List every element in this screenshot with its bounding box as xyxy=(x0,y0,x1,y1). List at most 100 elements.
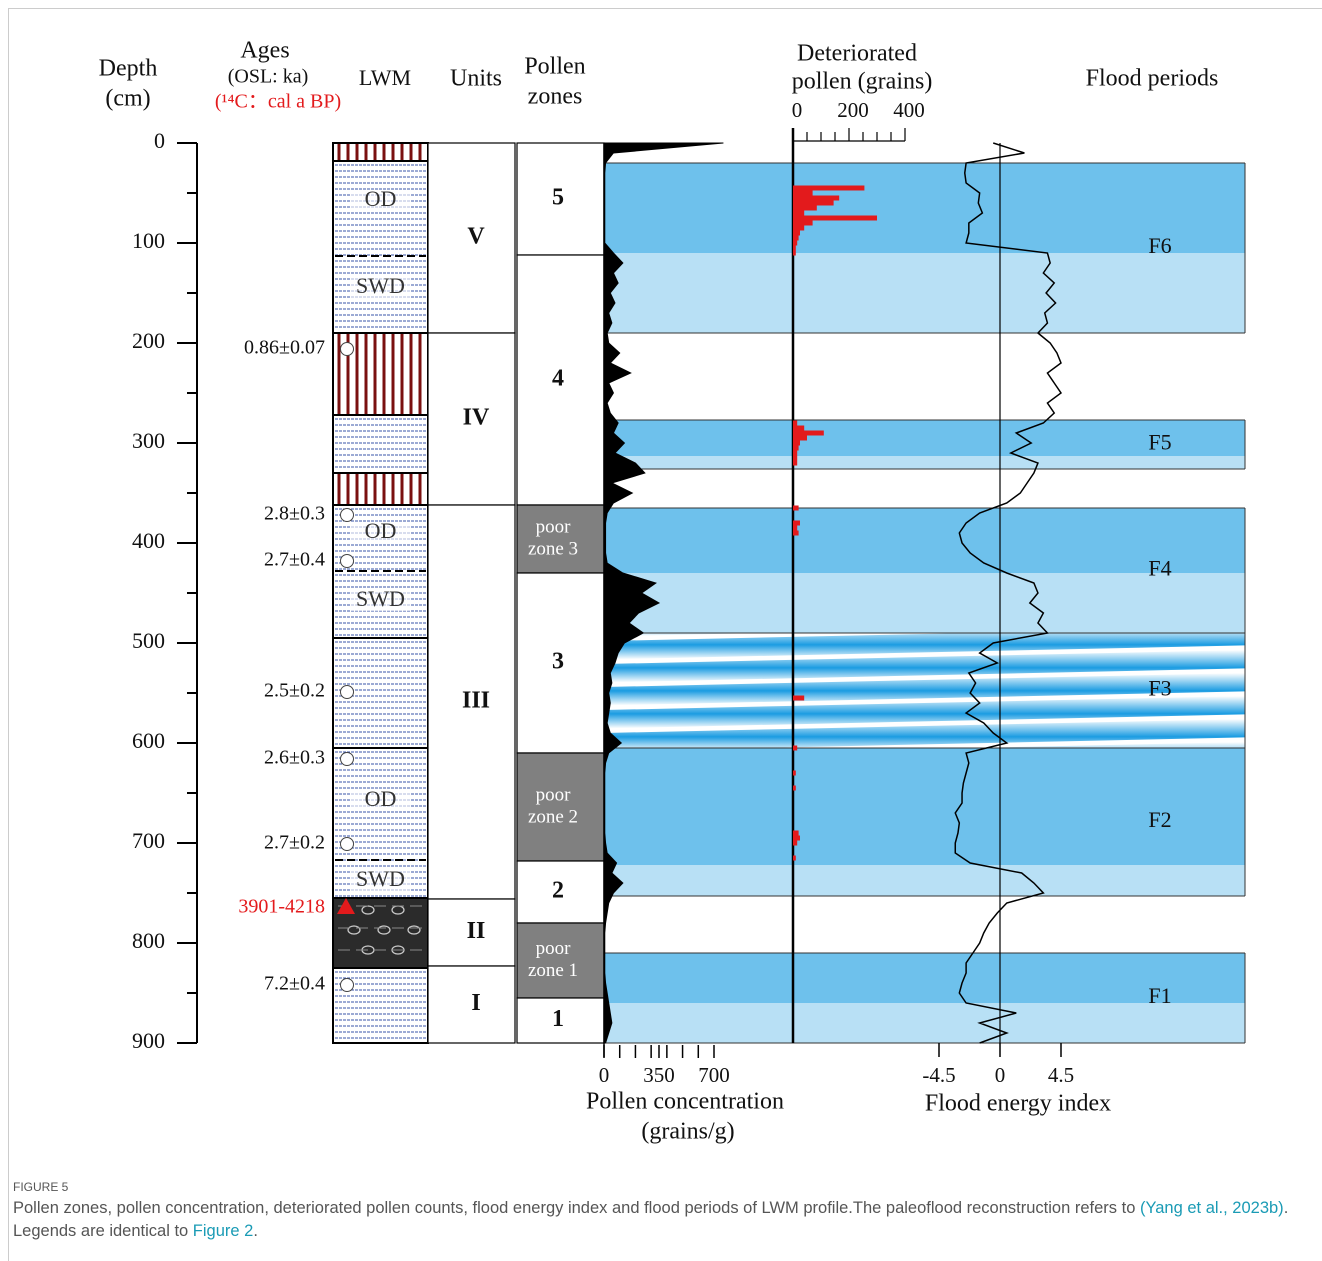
depth-tick-label: 700 xyxy=(132,828,165,853)
flood-tick-label: -4.5 xyxy=(922,1063,955,1087)
caption: FIGURE 5 Pollen zones, pollen concentrat… xyxy=(13,1180,1308,1243)
deteriorated-tick-label: 200 xyxy=(837,98,869,122)
deteriorated-bar xyxy=(793,251,796,256)
header-text: Units xyxy=(450,66,502,92)
lith-layer xyxy=(333,473,428,505)
lith-rect xyxy=(333,415,428,473)
zone-label: poor xyxy=(536,938,572,959)
pollen-tick-label: 0 xyxy=(599,1063,610,1087)
lith-layer xyxy=(333,143,428,161)
deteriorated-bar xyxy=(793,236,799,241)
depth-tick-label: 500 xyxy=(132,628,165,653)
flood-label: F2 xyxy=(1148,807,1171,832)
deteriorated-tick-label: 400 xyxy=(893,98,925,122)
pollen-tick-label: 350 xyxy=(643,1063,675,1087)
header-text: Ages xyxy=(240,38,289,64)
caption-segment: Pollen zones, pollen concentration, dete… xyxy=(13,1199,1140,1217)
deteriorated-bar xyxy=(793,241,797,246)
osl-sample xyxy=(341,686,354,699)
sample-label: 2.5±0.2 xyxy=(264,680,325,702)
lith-label: OD xyxy=(365,518,397,543)
deteriorated-bar xyxy=(793,221,813,226)
deteriorated-bar xyxy=(793,461,797,466)
flood-band-light xyxy=(604,456,1245,469)
header-text: zones xyxy=(528,84,583,110)
header-text: pollen (grains) xyxy=(792,69,933,95)
deteriorated-bar xyxy=(793,186,864,191)
deteriorated-bar xyxy=(793,216,877,221)
deteriorated-bar xyxy=(793,421,797,426)
deteriorated-bar xyxy=(793,531,799,536)
sample-label: 2.8±0.3 xyxy=(264,503,325,525)
figure: Depth (cm) Ages(OSL: ka) (¹⁴C：cal a BP) LWM U… xyxy=(0,0,1322,1170)
zone-label: zone 1 xyxy=(528,960,578,981)
lith-label: SWD xyxy=(356,866,405,891)
deteriorated-bar xyxy=(793,831,799,836)
osl-sample xyxy=(341,509,354,522)
zone-label: 5 xyxy=(552,185,564,211)
deteriorated-bar xyxy=(793,201,834,206)
flood-label: F4 xyxy=(1148,556,1171,581)
header-text: (cm) xyxy=(105,86,150,112)
deteriorated-bar xyxy=(793,436,807,441)
unit-label: III xyxy=(462,688,490,714)
sample-label: 7.2±0.4 xyxy=(264,973,325,995)
header-text: Flood periods xyxy=(1086,66,1219,92)
deteriorated-bar xyxy=(793,841,797,846)
zone-label: zone 3 xyxy=(528,538,578,559)
deteriorated-bar xyxy=(793,521,800,526)
caption-text: Pollen zones, pollen concentration, dete… xyxy=(13,1197,1308,1243)
header-text: Depth xyxy=(99,56,158,82)
flood-label: F5 xyxy=(1148,430,1171,455)
deteriorated-bar xyxy=(793,506,799,511)
sample-label: 2.7±0.2 xyxy=(264,832,325,854)
sample-label: 2.7±0.4 xyxy=(264,549,325,571)
unit-label: II xyxy=(467,918,486,944)
sample-label: 3901-4218 xyxy=(238,896,325,918)
lith-label: SWD xyxy=(356,586,405,611)
deteriorated-bar xyxy=(793,856,796,861)
depth-tick-label: 600 xyxy=(132,728,165,753)
unit-label: I xyxy=(471,990,480,1016)
flood-band-light xyxy=(604,253,1245,333)
osl-sample xyxy=(341,343,354,356)
flood-tick-label: 4.5 xyxy=(1048,1063,1074,1087)
depth-tick-label: 900 xyxy=(132,1028,165,1053)
unit-label: IV xyxy=(463,405,490,431)
page: { "headers": { "depth": ["Depth", "(cm)"… xyxy=(0,0,1322,1261)
deteriorated-bar xyxy=(793,226,804,231)
deteriorated-bar xyxy=(793,446,799,451)
depth-tick-label: 0 xyxy=(154,128,165,153)
zone-label: 3 xyxy=(552,649,564,675)
zone-label: 1 xyxy=(552,1006,564,1032)
osl-sample xyxy=(341,753,354,766)
depth-tick-label: 300 xyxy=(132,428,165,453)
deteriorated-bar xyxy=(793,431,824,436)
deteriorated-bar xyxy=(793,696,804,701)
deteriorated-bar xyxy=(793,451,797,456)
deteriorated-bar xyxy=(793,191,813,196)
deteriorated-bar xyxy=(793,771,796,776)
axis-title: Flood energy index xyxy=(925,1091,1111,1117)
header-text: LWM xyxy=(359,65,411,90)
header-text: Pollen xyxy=(524,54,585,80)
sample-label: 0.86±0.07 xyxy=(244,337,325,359)
depth-tick-label: 200 xyxy=(132,328,165,353)
depth-tick-label: 800 xyxy=(132,928,165,953)
sample-label: 2.6±0.3 xyxy=(264,747,325,769)
flood-label: F1 xyxy=(1148,983,1171,1008)
flood-band-light xyxy=(604,573,1245,633)
deteriorated-bar xyxy=(793,441,800,446)
flood-tick-label: 0 xyxy=(995,1063,1006,1087)
flood-label: F3 xyxy=(1148,676,1171,701)
header-text: (OSL: ka) xyxy=(228,66,309,88)
depth-tick-label: 400 xyxy=(132,528,165,553)
pollen-tick-label: 700 xyxy=(698,1063,730,1087)
caption-link[interactable]: Figure 2 xyxy=(193,1222,254,1240)
unit-label: V xyxy=(467,224,485,250)
deteriorated-bar xyxy=(793,456,797,461)
caption-label: FIGURE 5 xyxy=(13,1180,1308,1194)
header-text: (¹⁴C：cal a BP) xyxy=(215,91,341,113)
caption-link[interactable]: (Yang et al., 2023b) xyxy=(1140,1199,1284,1217)
flood-band-light xyxy=(604,865,1245,896)
